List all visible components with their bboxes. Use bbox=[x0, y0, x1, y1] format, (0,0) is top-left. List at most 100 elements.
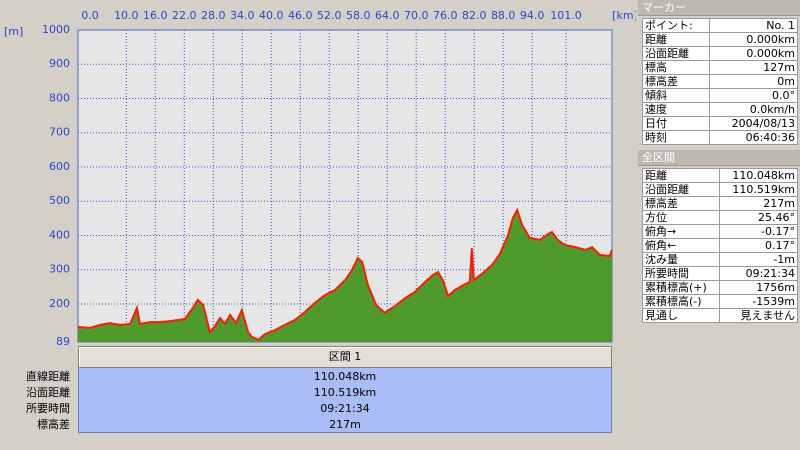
row-value: 09:21:34 bbox=[78, 400, 612, 416]
section-summary: 区間 1 直線距離 110.048km 沿面距離 110.519km 所要時間 09:21… bbox=[0, 346, 612, 433]
x-tick-label: 10.0 bbox=[114, 9, 139, 22]
x-axis-unit: [km] bbox=[612, 9, 636, 22]
panel-row: 沈み量 -1m bbox=[641, 252, 798, 267]
marker-panel: マーカー ポイント: No. 1 距離 0.000km 沿面距離 0.000km 標高 127… bbox=[638, 0, 800, 145]
row-label: 累積標高(-) bbox=[641, 294, 721, 309]
row-label: 標高差 bbox=[641, 196, 721, 211]
row-label: 沿面距離 bbox=[641, 182, 721, 197]
row-value: 0.17° bbox=[719, 238, 798, 253]
row-value: 217m bbox=[78, 416, 612, 433]
row-label: 距離 bbox=[641, 168, 721, 183]
elevation-area bbox=[78, 210, 612, 342]
row-label: 標高差 bbox=[641, 74, 711, 89]
x-tick-label: 101.0 bbox=[550, 9, 582, 22]
x-tick-label: 64.0 bbox=[375, 9, 400, 22]
y-tick-label: 89 bbox=[56, 335, 70, 345]
row-value: -1539m bbox=[719, 294, 798, 309]
row-label: 直線距離 bbox=[26, 370, 70, 383]
row-label: 距離 bbox=[641, 32, 711, 47]
row-label: 標高 bbox=[641, 60, 711, 75]
row-value: 0.000km bbox=[709, 32, 798, 47]
row-label: 所要時間 bbox=[641, 266, 721, 281]
x-tick-label: 28.0 bbox=[201, 9, 226, 22]
panel-row: 傾斜 0.0° bbox=[641, 88, 798, 103]
elevation-chart: [m] [km] 89 200 300 400 500 600 700 800 900 1000 0… bbox=[4, 9, 636, 345]
x-tick-label: 82.0 bbox=[462, 9, 487, 22]
x-tick-label: 94.0 bbox=[520, 9, 545, 22]
x-tick-label: 40.0 bbox=[259, 9, 284, 22]
x-tick-label: 52.0 bbox=[317, 9, 342, 22]
row-value: 09:21:34 bbox=[719, 266, 798, 281]
panel-row: 所要時間 09:21:34 bbox=[641, 266, 798, 281]
elevation-line bbox=[77, 207, 613, 342]
row-label: ポイント: bbox=[641, 18, 711, 33]
row-label: 見通し bbox=[641, 308, 721, 323]
x-tick-label: 22.0 bbox=[172, 9, 197, 22]
x-tick-label: 0.0 bbox=[81, 9, 99, 22]
panel-row: 方位 25.46° bbox=[641, 210, 798, 225]
row-value: 110.048km bbox=[719, 168, 798, 183]
section-row: 所要時間 09:21:34 bbox=[0, 400, 612, 416]
y-tick-label: 500 bbox=[49, 194, 70, 207]
row-value: 0.0km/h bbox=[709, 102, 798, 117]
panel-row: 累積標高(+) 1756m bbox=[641, 280, 798, 295]
y-tick-label: 400 bbox=[49, 228, 70, 241]
row-label: 累積標高(+) bbox=[641, 280, 721, 295]
x-tick-label: 16.0 bbox=[143, 9, 168, 22]
row-value: 0.0° bbox=[709, 88, 798, 103]
row-value: 0m bbox=[709, 74, 798, 89]
x-tick-label: 46.0 bbox=[288, 9, 313, 22]
panel-row: 沿面距離 110.519km bbox=[641, 182, 798, 197]
y-axis-unit: [m] bbox=[4, 25, 23, 38]
row-value: No. 1 bbox=[709, 18, 798, 33]
row-label: 所要時間 bbox=[26, 402, 70, 415]
y-tick-label: 200 bbox=[49, 297, 70, 310]
panel-row: 沿面距離 0.000km bbox=[641, 46, 798, 61]
row-value: 110.519km bbox=[78, 384, 612, 400]
row-label: 沈み量 bbox=[641, 252, 721, 267]
row-label: 標高差 bbox=[37, 418, 70, 432]
row-label: 俯角→ bbox=[641, 224, 721, 239]
row-label: 方位 bbox=[641, 210, 721, 225]
row-value: -0.17° bbox=[719, 224, 798, 239]
marker-table: ポイント: No. 1 距離 0.000km 沿面距離 0.000km 標高 127m 標高差 0… bbox=[641, 18, 798, 145]
row-label: 日付 bbox=[641, 116, 711, 131]
row-value: 217m bbox=[719, 196, 798, 211]
section-table: 直線距離 110.048km 沿面距離 110.519km 所要時間 09:21:34 標高… bbox=[0, 368, 612, 433]
panel-row: 時刻 06:40:36 bbox=[641, 130, 798, 145]
section-header[interactable]: 区間 1 bbox=[78, 346, 612, 368]
panel-row: 標高差 217m bbox=[641, 196, 798, 211]
panel-row: 俯角← 0.17° bbox=[641, 238, 798, 253]
x-tick-label: 58.0 bbox=[346, 9, 371, 22]
panel-row: ポイント: No. 1 bbox=[641, 18, 798, 33]
panel-row: 距離 0.000km bbox=[641, 32, 798, 47]
section-row: 標高差 217m bbox=[0, 416, 612, 433]
panel-title: マーカー bbox=[638, 0, 800, 16]
y-tick-label: 700 bbox=[49, 126, 70, 139]
row-value: 2004/08/13 bbox=[709, 116, 798, 131]
row-value: 110.048km bbox=[78, 368, 612, 384]
panel-row: 標高 127m bbox=[641, 60, 798, 75]
y-tick-label: 800 bbox=[49, 91, 70, 104]
panel-row: 標高差 0m bbox=[641, 74, 798, 89]
section-row: 沿面距離 110.519km bbox=[0, 384, 612, 400]
y-tick-label: 900 bbox=[49, 57, 70, 70]
panel-row: 俯角→ -0.17° bbox=[641, 224, 798, 239]
row-value: 0.000km bbox=[709, 46, 798, 61]
row-label: 傾斜 bbox=[641, 88, 711, 103]
y-tick-label: 600 bbox=[49, 160, 70, 173]
panel-row: 見通し 見えません bbox=[641, 308, 798, 323]
row-label: 時刻 bbox=[641, 130, 711, 145]
y-tick-label: 300 bbox=[49, 263, 70, 276]
row-value: 06:40:36 bbox=[709, 130, 798, 145]
section-row: 直線距離 110.048km bbox=[0, 368, 612, 384]
row-value: 110.519km bbox=[719, 182, 798, 197]
row-label: 速度 bbox=[641, 102, 711, 117]
panel-title: 全区間 bbox=[638, 150, 800, 166]
row-value: 1756m bbox=[719, 280, 798, 295]
x-tick-label: 88.0 bbox=[491, 9, 516, 22]
row-label: 沿面距離 bbox=[26, 386, 70, 399]
panel-row: 累積標高(-) -1539m bbox=[641, 294, 798, 309]
